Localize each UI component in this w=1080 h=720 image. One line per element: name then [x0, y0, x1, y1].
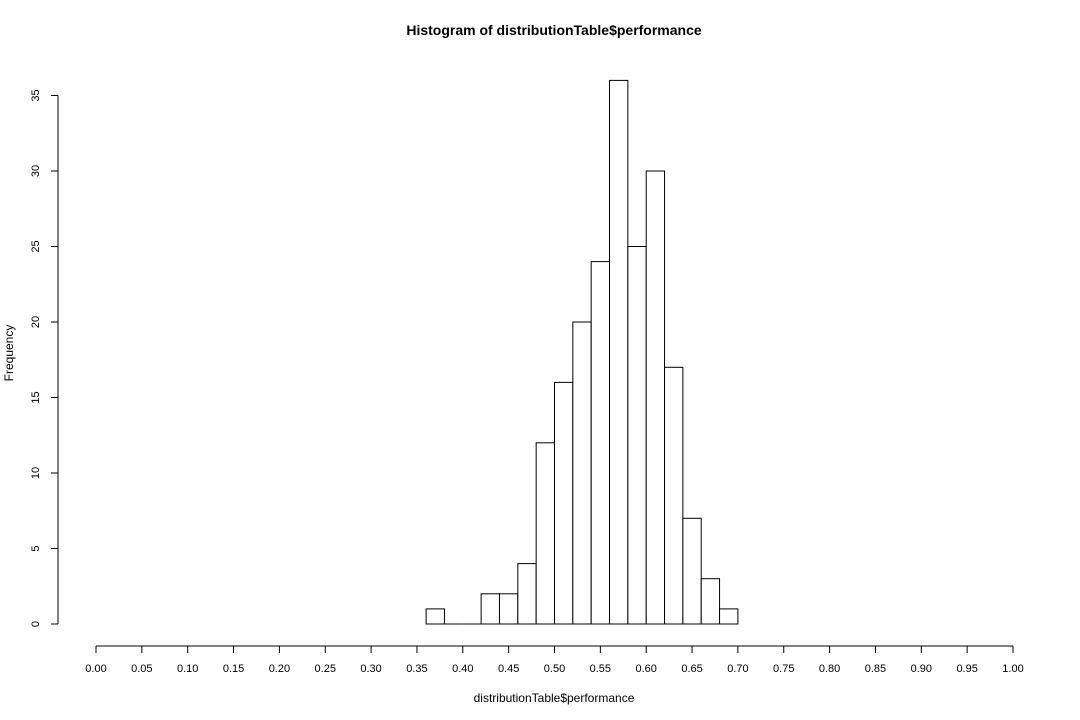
x-tick-label: 0.50: [544, 663, 565, 675]
x-tick-label: 0.55: [590, 663, 611, 675]
y-tick-label: 10: [30, 467, 42, 479]
histogram-bar: [719, 608, 739, 625]
histogram-bar: [590, 261, 611, 625]
histogram-bar: [645, 170, 666, 625]
x-tick-label: 0.05: [131, 663, 152, 675]
histogram-bar: [572, 321, 592, 625]
x-tick-label: 0.85: [865, 663, 886, 675]
y-axis: 0 5 10 15 20 25 30 35: [30, 89, 59, 627]
x-axis-label: distributionTable$performance: [474, 691, 635, 705]
histogram-bar: [627, 246, 647, 625]
x-tick-label: 0.65: [681, 663, 702, 675]
x-tick-label: 0.80: [819, 663, 840, 675]
y-axis-label: Frequency: [2, 325, 16, 382]
x-tick-label: 1.00: [1002, 663, 1023, 675]
x-tick-label: 0.75: [773, 663, 794, 675]
histogram-bar: [682, 517, 702, 625]
x-tick-label: 0.25: [315, 663, 336, 675]
histogram-bar: [554, 381, 574, 625]
x-tick-label: 0.95: [956, 663, 977, 675]
histogram-bar: [425, 608, 445, 625]
histogram-bar: [664, 366, 684, 625]
x-axis: 0.00 0.05 0.10 0.15 0.20 0.25 0.30 0.35 0.40 0.45…: [85, 645, 1024, 675]
y-tick-label: 15: [30, 391, 42, 403]
x-tick-label: 0.10: [177, 663, 198, 675]
bars-layer: [425, 79, 739, 625]
y-tick-label: 25: [30, 240, 42, 252]
x-tick-label: 0.00: [85, 663, 106, 675]
x-tick-label: 0.35: [406, 663, 427, 675]
histogram-bar: [517, 563, 537, 625]
x-tick-label: 0.40: [452, 663, 473, 675]
histogram-bar: [480, 593, 500, 625]
y-tick-label: 5: [30, 545, 42, 551]
y-tick-label: 35: [30, 89, 42, 101]
y-tick-label: 0: [30, 621, 42, 627]
x-tick-label: 0.60: [635, 663, 656, 675]
x-tick-label: 0.70: [727, 663, 748, 675]
y-tick-label: 20: [30, 316, 42, 328]
x-tick-label: 0.15: [223, 663, 244, 675]
chart-title: Histogram of distributionTable$performan…: [406, 22, 702, 38]
y-tick-label: 30: [30, 165, 42, 177]
histogram-bar: [498, 593, 519, 625]
histogram-bar: [609, 79, 629, 625]
histogram-bar: [535, 442, 555, 625]
x-tick-label: 0.20: [269, 663, 290, 675]
histogram-bar: [700, 578, 721, 625]
x-tick-label: 0.30: [360, 663, 381, 675]
x-tick-label: 0.90: [911, 663, 932, 675]
x-tick-label: 0.45: [498, 663, 519, 675]
